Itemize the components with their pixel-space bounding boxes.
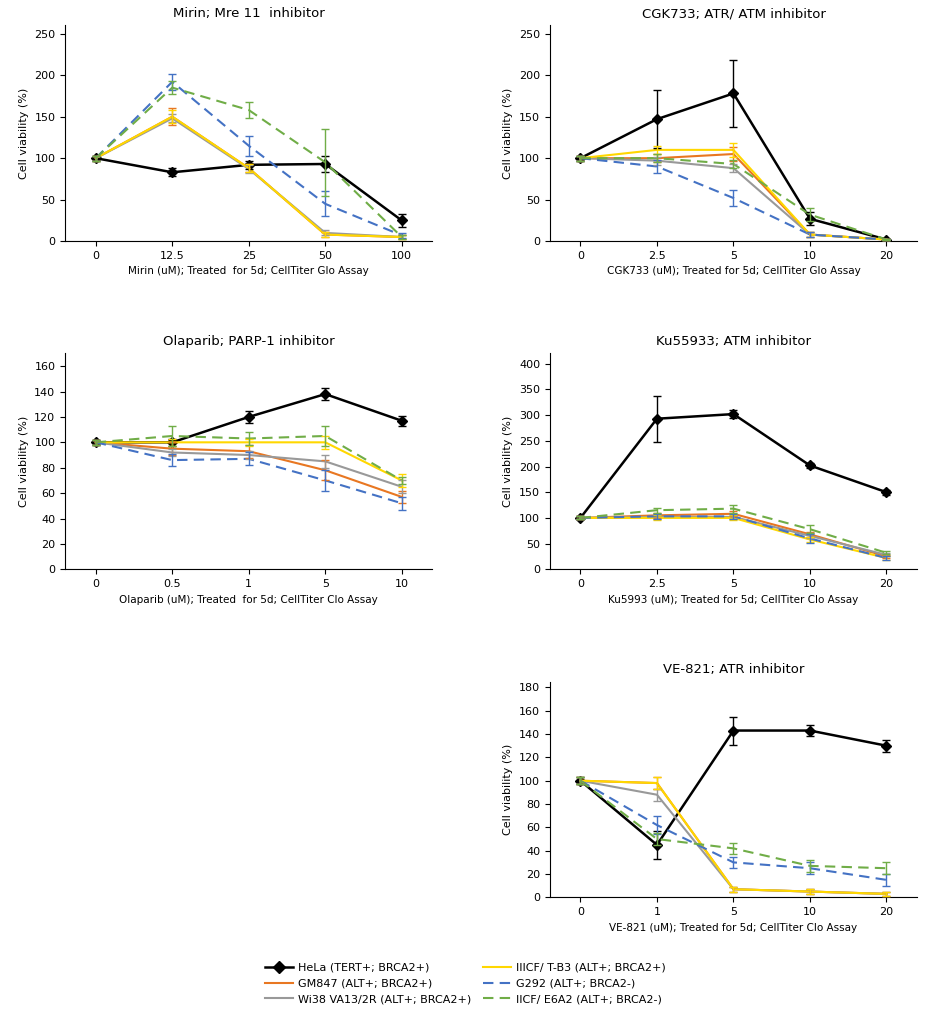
X-axis label: Ku5993 (uM); Treated for 5d; CellTiter Clo Assay: Ku5993 (uM); Treated for 5d; CellTiter C… (608, 594, 858, 604)
Title: Ku55933; ATM inhibitor: Ku55933; ATM inhibitor (656, 335, 811, 348)
Title: Mirin; Mre 11  inhibitor: Mirin; Mre 11 inhibitor (173, 7, 325, 20)
Y-axis label: Cell viability (%): Cell viability (%) (504, 744, 514, 836)
Y-axis label: Cell viability (%): Cell viability (%) (19, 416, 29, 507)
X-axis label: VE-821 (uM); Treated for 5d; CellTiter Clo Assay: VE-821 (uM); Treated for 5d; CellTiter C… (610, 923, 857, 933)
Y-axis label: Cell viability (%): Cell viability (%) (504, 416, 514, 507)
Title: Olaparib; PARP-1 inhibitor: Olaparib; PARP-1 inhibitor (163, 335, 334, 348)
Title: VE-821; ATR inhibitor: VE-821; ATR inhibitor (663, 663, 804, 676)
X-axis label: CGK733 (uM); Treated for 5d; CellTiter Glo Assay: CGK733 (uM); Treated for 5d; CellTiter G… (607, 267, 860, 277)
Legend: HeLa (TERT+; BRCA2+), GM847 (ALT+; BRCA2+), Wi38 VA13/2R (ALT+; BRCA2+), IIICF/ : HeLa (TERT+; BRCA2+), GM847 (ALT+; BRCA2… (261, 958, 670, 1009)
Title: CGK733; ATR/ ATM inhibitor: CGK733; ATR/ ATM inhibitor (641, 7, 826, 20)
Y-axis label: Cell viability (%): Cell viability (%) (19, 87, 29, 178)
X-axis label: Mirin (uM); Treated  for 5d; CellTiter Glo Assay: Mirin (uM); Treated for 5d; CellTiter Gl… (128, 267, 369, 277)
X-axis label: Olaparib (uM); Treated  for 5d; CellTiter Clo Assay: Olaparib (uM); Treated for 5d; CellTiter… (119, 594, 378, 604)
Y-axis label: Cell viability (%): Cell viability (%) (504, 87, 514, 178)
